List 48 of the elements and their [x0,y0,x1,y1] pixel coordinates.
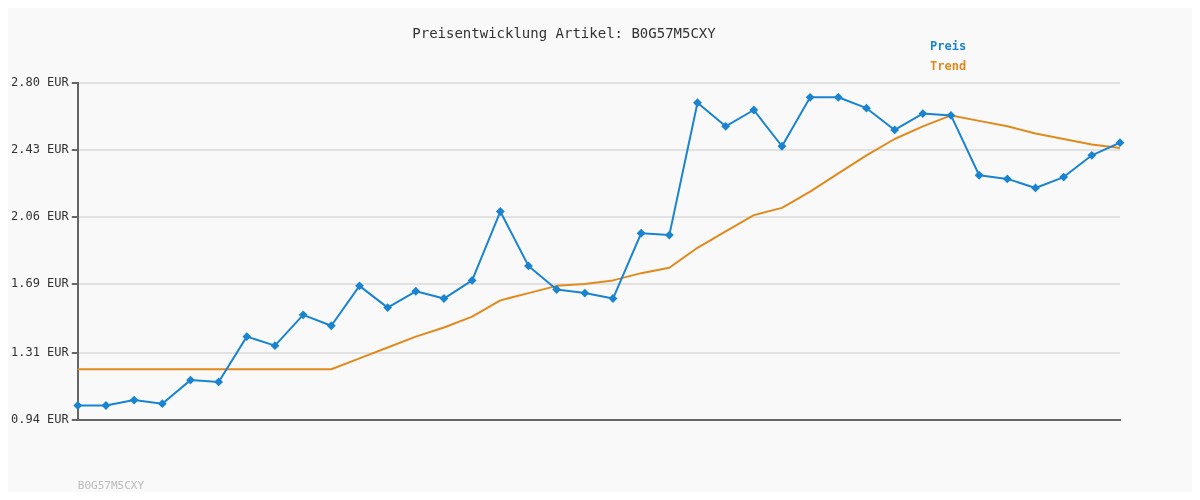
point [327,321,336,330]
y-tick-label: 2.43 EUR [11,142,70,156]
point [693,98,702,107]
point [270,341,279,350]
point [1059,173,1068,182]
point [918,109,927,118]
point [101,401,110,410]
point [608,294,617,303]
point [1087,151,1096,160]
point [749,105,758,114]
point [1003,174,1012,183]
point [834,93,843,102]
point [214,377,223,386]
y-tick-label: 1.31 EUR [11,345,70,360]
y-tick-label: 2.80 EUR [11,74,70,89]
chart-title: Preisentwicklung Artikel: B0G57M5CXY [412,25,717,42]
point [158,399,167,408]
point [975,171,984,180]
text: Preis [930,39,967,54]
point [355,281,364,290]
point [890,125,899,134]
point [73,401,82,410]
point [186,376,195,385]
point [1031,183,1040,192]
point [496,207,505,216]
point [524,261,533,270]
point [242,332,251,341]
point [665,231,674,240]
y-tick-label: 0.94 EUR [11,412,70,427]
point [468,276,477,285]
point [299,310,308,319]
point [862,104,871,113]
text: B0G57M5CXY [77,478,145,492]
point [130,396,139,405]
point [439,294,448,303]
point [946,111,955,120]
point [777,142,786,151]
text: Trend [930,59,967,74]
y-tick-label: 2.06 EUR [11,209,70,224]
point [411,287,420,296]
point [806,93,815,102]
point [552,285,561,294]
y-tick-label: 1.69 EUR [11,276,70,291]
point [1116,138,1124,147]
point [721,122,730,131]
point [580,289,589,298]
point [637,229,646,238]
point [383,303,392,312]
